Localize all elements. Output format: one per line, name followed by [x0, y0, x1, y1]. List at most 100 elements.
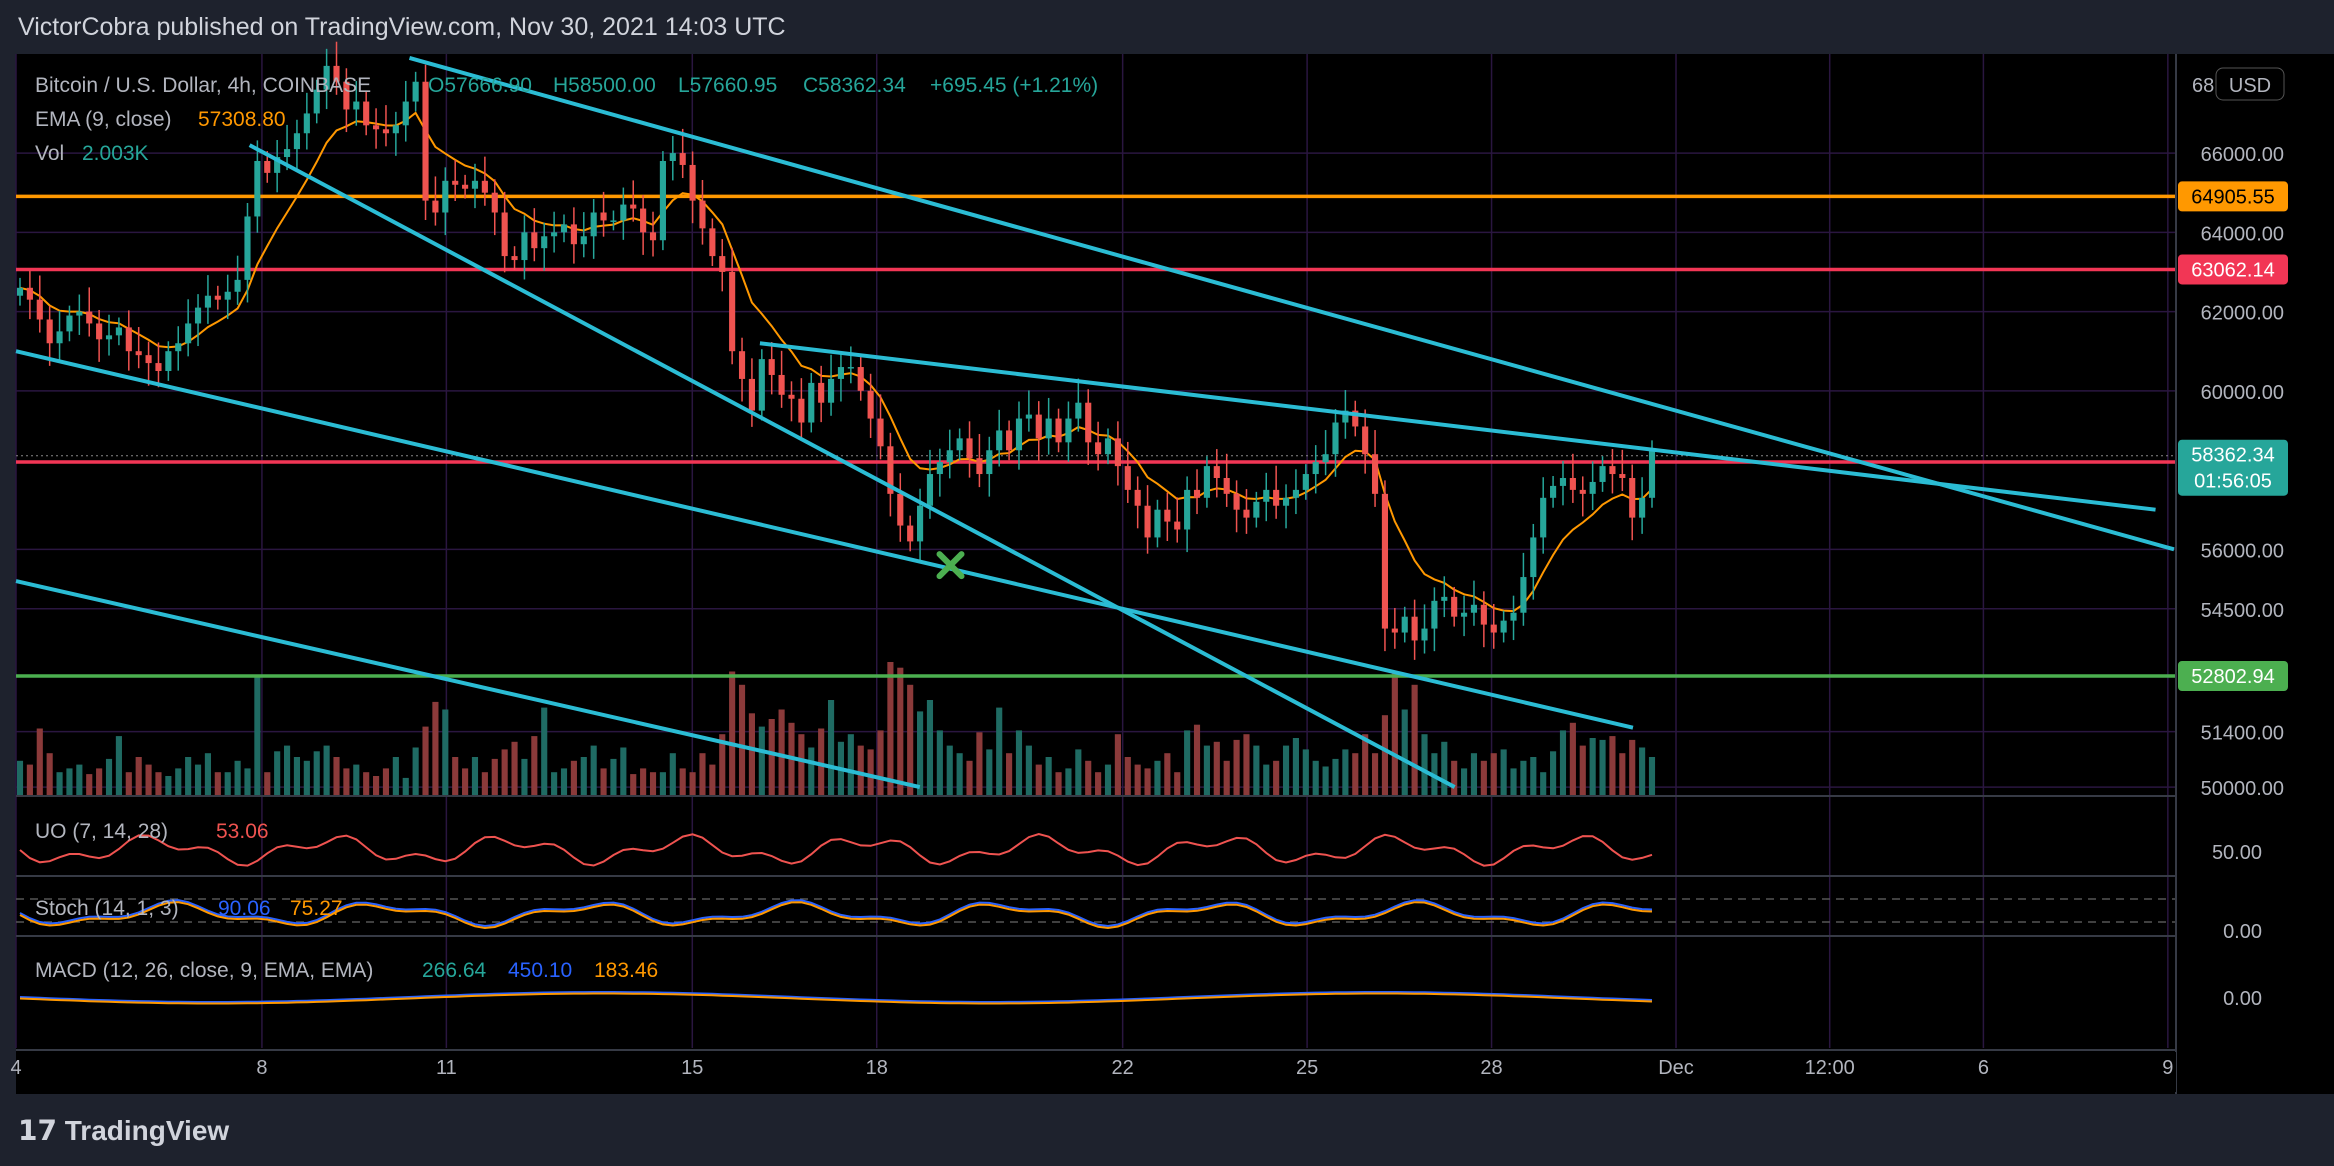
candle-body-94	[946, 450, 953, 463]
volume-bar-144	[1441, 741, 1448, 795]
stoch-d-value: 75.27	[290, 897, 343, 920]
candle-body-63	[640, 208, 647, 233]
green-support-price-label-text: 52802.94	[2191, 666, 2274, 688]
time-tick-11: 9	[2162, 1057, 2173, 1079]
candle-body-128	[1282, 497, 1290, 506]
ohlc-high: H58500.00	[553, 74, 656, 97]
volume-bar-160	[1599, 739, 1606, 795]
volume-bar-151	[1510, 768, 1517, 795]
candle-body-101	[1015, 418, 1023, 451]
volume-bar-46	[471, 757, 479, 795]
time-tick-3: 15	[681, 1057, 703, 1079]
candle-body-150	[1500, 620, 1507, 633]
volume-bar-25	[264, 772, 271, 795]
tradingview-logo[interactable]: 𝟭𝟳 TradingView	[18, 1114, 229, 1147]
candle-body-45	[462, 184, 469, 189]
price-tick-2: 62000.00	[2201, 303, 2284, 325]
candle-body-129	[1292, 489, 1299, 498]
price-axis: 66000.00 64000.00 62000.00 60000.00 56000.00…	[2175, 54, 2334, 1094]
candle-body-103	[1035, 414, 1042, 439]
price-tick-7: 50000.00	[2201, 778, 2284, 800]
ema-value: 57308.80	[198, 108, 286, 131]
volume-bar-129	[1292, 738, 1299, 795]
candle-body-89	[897, 493, 904, 526]
candle-body-39	[402, 101, 409, 126]
volume-bar-119	[1193, 724, 1201, 795]
candle-body-10	[115, 327, 122, 336]
volume-bars	[16, 662, 1656, 795]
time-tick-7: 28	[1480, 1057, 1502, 1079]
candle-body-68	[689, 164, 696, 201]
symbol-name: Bitcoin / U.S. Dollar, 4h, COINBASE	[35, 74, 371, 97]
volume-bar-116	[1164, 753, 1171, 795]
candle-body-12	[135, 351, 142, 356]
volume-bar-157	[1569, 722, 1576, 795]
volume-bar-131	[1312, 760, 1319, 795]
volume-bar-112	[1124, 757, 1131, 795]
volume-bar-74	[748, 713, 755, 795]
volume-bar-53	[541, 707, 548, 795]
volume-bar-12	[135, 757, 142, 795]
candle-body-43	[442, 180, 449, 213]
volume-bar-88	[887, 662, 894, 795]
legend-main: Bitcoin / U.S. Dollar, 4h, COINBASE O576…	[35, 74, 1098, 982]
time-tick-1: 8	[256, 1057, 267, 1079]
volume-bar-45	[462, 768, 469, 795]
candle-body-41	[422, 81, 429, 201]
volume-bar-139	[1391, 671, 1398, 795]
candle-body-142	[1421, 628, 1428, 641]
macd-label: MACD (12, 26, close, 9, EMA, EMA)	[35, 959, 373, 982]
volume-bar-135	[1352, 753, 1359, 795]
volume-bar-82	[827, 700, 835, 795]
time-tick-4: 18	[866, 1057, 888, 1079]
volume-bar-89	[897, 667, 904, 795]
volume-bar-67	[679, 768, 686, 795]
volume-bar-80	[808, 747, 815, 795]
candle-body-106	[1065, 418, 1072, 443]
currency-button[interactable]: USD	[2215, 67, 2285, 101]
volume-bar-92	[926, 700, 934, 795]
volume-bar-146	[1461, 768, 1468, 795]
volume-bar-56	[570, 760, 577, 795]
volume-bar-138	[1381, 715, 1389, 795]
trendline-3	[15, 349, 1634, 730]
macd-signal-value: 450.10	[508, 959, 572, 982]
candle-body-62	[630, 204, 637, 209]
candle-body-69	[699, 200, 706, 229]
trendline-4	[15, 579, 921, 790]
macd-line	[19, 991, 1653, 1003]
volume-bar-164	[1639, 747, 1646, 795]
volume-bar-5	[66, 768, 73, 795]
candle-body-0	[16, 287, 24, 296]
volume-bar-1	[26, 764, 33, 795]
candle-body-153	[1530, 537, 1537, 578]
candle-body-97	[976, 458, 983, 475]
volume-bar-104	[1045, 757, 1052, 795]
candle-body-108	[1085, 402, 1092, 443]
volume-bar-33	[343, 768, 350, 795]
candle-body-23	[244, 216, 251, 280]
volume-bar-48	[491, 758, 498, 795]
ema-label: EMA (9, close)	[35, 108, 172, 131]
candles[interactable]	[16, 41, 1656, 660]
candle-body-117	[1174, 521, 1181, 530]
candle-body-161	[1609, 466, 1616, 475]
uo-label: UO (7, 14, 28)	[35, 820, 168, 843]
horizontal-levels	[16, 194, 2176, 678]
candle-body-54	[551, 232, 558, 237]
volume-bar-101	[1015, 730, 1023, 795]
volume-bar-8	[96, 768, 103, 795]
volume-bar-40	[412, 747, 419, 795]
candle-body-105	[1055, 418, 1062, 443]
candle-body-44	[452, 180, 459, 185]
svg-text:USD: USD	[2229, 75, 2271, 97]
candle-body-55	[560, 224, 568, 233]
uo-line	[19, 832, 1653, 867]
volume-bar-41	[422, 726, 429, 795]
volume-bar-23	[244, 768, 251, 795]
candle-body-29	[303, 113, 310, 134]
volume-bar-103	[1035, 764, 1042, 795]
candle-body-76	[768, 359, 775, 375]
volume-bar-62	[630, 774, 637, 795]
